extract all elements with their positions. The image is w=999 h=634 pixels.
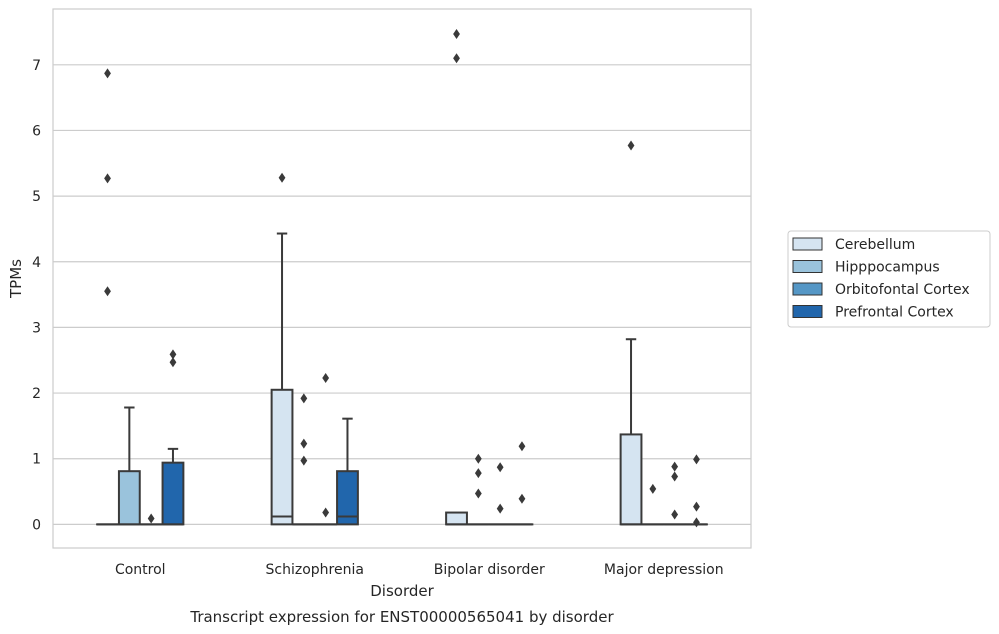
legend-swatch [792, 237, 823, 251]
box-group [663, 461, 687, 526]
box-group [466, 453, 490, 526]
outlier-point [649, 483, 657, 494]
outlier-point [496, 503, 504, 514]
y-tick-label: 5 [32, 189, 41, 205]
outlier-point [169, 349, 177, 360]
x-tick-label: Major depression [604, 562, 724, 578]
y-tick-label: 2 [32, 386, 41, 402]
gridlines [53, 64, 751, 525]
plot-frame [52, 8, 752, 549]
box-group [641, 483, 665, 526]
outlier-point [322, 507, 330, 518]
box [336, 470, 359, 526]
legend-swatch [792, 305, 823, 318]
box-group [161, 349, 185, 526]
outlier-point [627, 140, 635, 151]
legend-item-label: Orbitofontal Cortex [835, 282, 970, 298]
outlier-point [104, 286, 111, 297]
box-group [510, 441, 534, 526]
box-group [314, 372, 338, 526]
y-tick-label: 7 [32, 58, 41, 74]
y-tick-label: 4 [32, 255, 41, 271]
outlier-point [693, 454, 700, 465]
y-tick-label: 0 [32, 517, 41, 533]
outlier-point [453, 53, 460, 64]
legend-swatch [792, 282, 823, 296]
outlier-point [693, 501, 700, 512]
outlier-point [300, 438, 308, 449]
box [117, 470, 141, 526]
box [445, 511, 468, 526]
box-plot-series [96, 28, 708, 528]
legend-item-label: Hipppocampus [835, 260, 940, 276]
box-group [445, 28, 468, 526]
x-axis-title: Disorder [370, 582, 434, 600]
x-tick-label: Control [115, 562, 166, 578]
outlier-point [300, 455, 308, 466]
outlier-point [104, 68, 111, 79]
chart-caption: Transcript expression for ENST0000056504… [189, 608, 614, 626]
legend: Cerebellum Hipppocampus Orbitofontal Corte… [787, 230, 991, 328]
x-tick-label: Bipolar disorder [434, 562, 545, 578]
box-group [96, 68, 119, 526]
outlier-point [474, 468, 482, 479]
y-tick-label: 3 [32, 320, 41, 336]
outlier-point [518, 493, 526, 504]
outlier-point [278, 172, 286, 183]
outlier-point [453, 28, 460, 39]
box [270, 388, 294, 526]
box-group [336, 417, 359, 526]
outlier-point [496, 462, 504, 473]
box [619, 433, 643, 526]
y-tick-label: 1 [32, 452, 41, 468]
outlier-point [474, 488, 482, 499]
outlier-point [322, 372, 330, 383]
box-group [619, 140, 643, 526]
box-group [488, 462, 512, 526]
box-group [685, 454, 708, 528]
outlier-point [104, 173, 111, 184]
outlier-point [474, 453, 482, 464]
box-group [139, 513, 163, 526]
legend-swatch [792, 260, 823, 273]
box-group [270, 172, 294, 526]
y-tick-label: 6 [32, 123, 41, 139]
box-group [117, 406, 141, 526]
box [161, 461, 185, 526]
outlier-point [169, 357, 177, 368]
outlier-point [300, 393, 308, 404]
x-tick-label: Schizophrenia [266, 562, 364, 578]
outlier-point [147, 513, 155, 524]
legend-item-label: Cerebellum [835, 237, 915, 253]
outlier-point [693, 517, 700, 528]
legend-item-label: Prefrontal Cortex [835, 305, 954, 321]
outlier-point [671, 471, 679, 482]
outlier-point [671, 509, 679, 520]
outlier-point [671, 461, 679, 472]
y-axis-ticks: 0 1 2 3 4 5 6 7 [32, 58, 41, 534]
outlier-point [518, 441, 526, 452]
legend-frame [787, 230, 991, 328]
y-axis-title: TPMs [7, 259, 25, 299]
x-axis-ticks: Control Schizophrenia Bipolar disorder Majo… [115, 562, 724, 578]
